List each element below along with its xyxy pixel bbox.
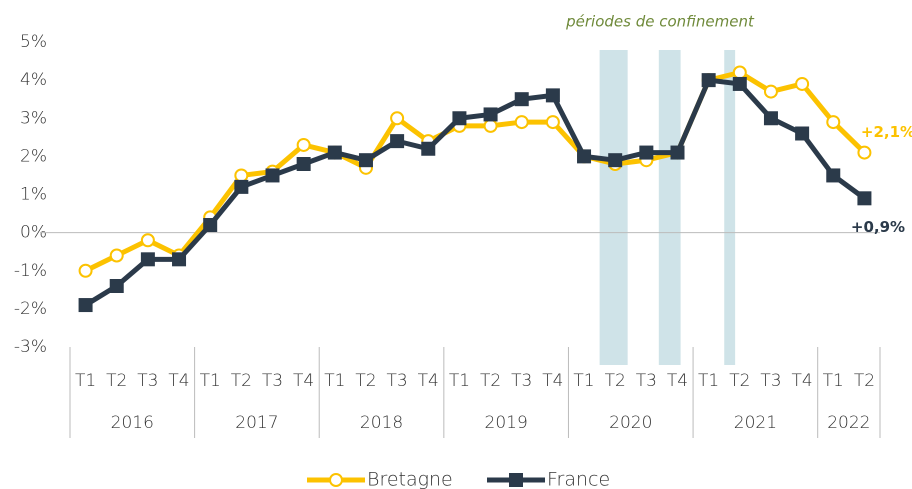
x-tick-label: T4 (667, 371, 688, 391)
x-tick-label: T3 (636, 371, 657, 391)
point (639, 145, 654, 160)
point (545, 88, 560, 103)
point (577, 149, 592, 164)
y-tick-label: 1% (20, 185, 47, 205)
y-tick-label: -2% (14, 299, 47, 319)
x-tick-label: T4 (293, 371, 314, 391)
point (483, 118, 498, 133)
lockdown-band (724, 50, 736, 365)
y-tick-label: -1% (14, 261, 47, 281)
x-tick-label: T1 (200, 371, 221, 391)
point (265, 168, 280, 183)
point (826, 115, 841, 130)
point (390, 111, 405, 126)
point (763, 84, 778, 99)
x-tick-label: T1 (324, 371, 345, 391)
point (514, 115, 529, 130)
x-group-label: 2017 (235, 413, 278, 433)
point (795, 76, 810, 91)
x-tick-label: T2 (854, 371, 875, 391)
point (452, 111, 467, 126)
y-tick-label: 0% (20, 223, 47, 243)
point (78, 263, 93, 278)
point (327, 145, 342, 160)
point (701, 73, 716, 88)
end-label: +0,9% (851, 218, 905, 236)
x-tick-label: T2 (729, 371, 750, 391)
x-group-label: 2020 (609, 413, 652, 433)
point (421, 141, 436, 156)
x-tick-label: T1 (449, 371, 470, 391)
x-tick-label: T1 (75, 371, 96, 391)
point (109, 279, 124, 293)
point (390, 134, 405, 149)
point (296, 157, 311, 171)
point (78, 298, 93, 313)
point (732, 76, 747, 91)
point (857, 191, 872, 206)
x-tick-label: T1 (698, 371, 719, 391)
x-tick-label: T3 (262, 371, 283, 391)
point (203, 218, 218, 232)
point (140, 252, 155, 267)
x-group-label: 2016 (111, 413, 154, 433)
legend-label: Bretagne (367, 469, 453, 489)
x-tick-label: T2 (231, 371, 252, 391)
x-tick-label: T2 (480, 371, 501, 391)
legend-marker (509, 473, 523, 487)
point (795, 126, 810, 141)
y-tick-label: -3% (14, 337, 47, 357)
point (826, 168, 841, 183)
y-tick-label: 5% (20, 32, 47, 52)
point (545, 115, 560, 130)
x-tick-label: T2 (355, 371, 376, 391)
legend-marker (329, 473, 343, 487)
series-line (84, 70, 867, 273)
point (358, 153, 373, 168)
x-group-label: 2019 (485, 413, 528, 433)
point (234, 179, 249, 194)
point (670, 145, 685, 160)
end-label: +2,1% (861, 123, 912, 141)
point (140, 233, 155, 248)
x-tick-label: T2 (605, 371, 626, 391)
x-tick-label: T4 (792, 371, 813, 391)
point (296, 137, 311, 152)
point (608, 153, 623, 168)
y-tick-label: 4% (20, 70, 47, 90)
x-tick-label: T3 (511, 371, 532, 391)
point (857, 145, 872, 160)
x-tick-label: T3 (387, 371, 408, 391)
y-tick-label: 3% (20, 108, 47, 128)
lockdown-band (599, 50, 628, 365)
x-group-label: 2022 (827, 413, 870, 433)
x-tick-label: T3 (760, 371, 781, 391)
x-tick-label: T4 (542, 371, 563, 391)
x-tick-label: T1 (823, 371, 844, 391)
x-tick-label: T3 (137, 371, 158, 391)
x-group-label: 2021 (734, 413, 777, 433)
point (763, 111, 778, 126)
point (109, 248, 124, 263)
x-tick-label: T4 (418, 371, 439, 391)
point (732, 65, 747, 80)
series-line (84, 77, 866, 308)
x-tick-label: T4 (168, 371, 189, 391)
legend-label: France (547, 469, 610, 489)
point (172, 252, 187, 267)
y-tick-label: 2% (20, 146, 47, 166)
shaded-label: périodes de confinement (565, 13, 755, 31)
lockdown-band (658, 50, 681, 365)
x-tick-label: T1 (573, 371, 594, 391)
point (483, 107, 498, 122)
point (514, 92, 529, 107)
point (234, 168, 249, 183)
x-tick-label: T2 (106, 371, 127, 391)
x-group-label: 2018 (360, 413, 403, 433)
